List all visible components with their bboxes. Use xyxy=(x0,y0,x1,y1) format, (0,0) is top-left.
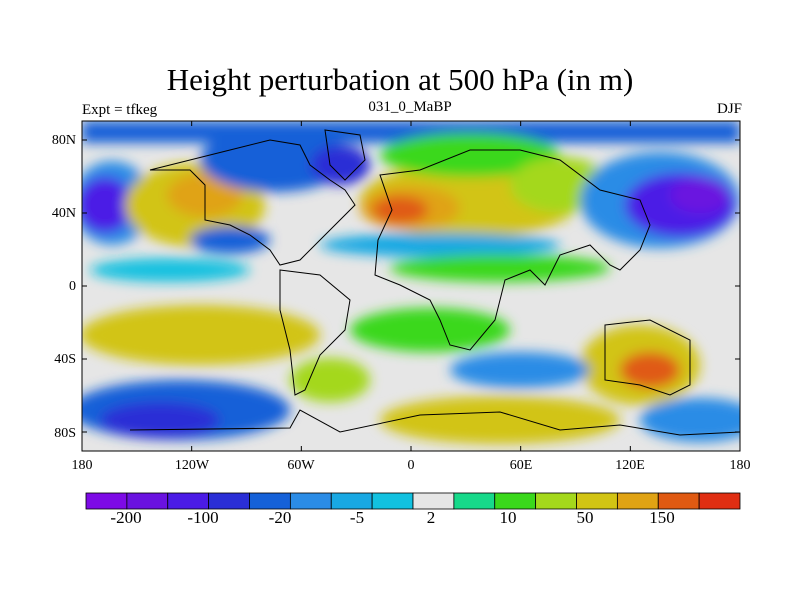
colorbar-label: 10 xyxy=(499,508,517,527)
colorbar-swatch xyxy=(535,492,577,510)
colorbar-swatch xyxy=(371,492,414,510)
colorbar-swatch xyxy=(85,492,128,510)
colorbar-label: -200 xyxy=(110,508,142,527)
colorbar-swatch xyxy=(126,492,169,510)
colorbar-swatch xyxy=(249,492,291,510)
colorbar-swatch xyxy=(453,492,496,510)
south-atlantic-positive xyxy=(350,308,510,352)
arctic-europe-positive xyxy=(380,133,560,177)
antarctic-positive xyxy=(380,396,620,444)
colorbar-swatch xyxy=(167,492,210,510)
colorbar-label: 150 xyxy=(649,508,675,527)
southern-pacific-trough-core xyxy=(100,402,220,438)
north-america-trough xyxy=(200,128,350,192)
w-pacific-trough-core xyxy=(82,177,133,233)
colorbar-label: -20 xyxy=(268,508,292,527)
x-tick-label: 120W xyxy=(174,458,210,473)
x-tick-label: 60E xyxy=(509,458,533,473)
x-tick-label: 180 xyxy=(729,458,751,473)
y-tick-label: 40S xyxy=(54,352,76,367)
colorbar-swatch xyxy=(494,492,537,510)
y-tick-label: 80S xyxy=(54,426,76,441)
contour-field xyxy=(82,121,740,451)
y-tick-label: 40N xyxy=(51,206,76,221)
greenland-coast xyxy=(324,129,366,181)
south-pacific-ridge xyxy=(82,305,320,365)
colorbar-swatch xyxy=(576,492,618,510)
y-tick-label: 0 xyxy=(69,279,76,294)
x-tick-label: 120E xyxy=(615,458,645,473)
colorbar-label: -5 xyxy=(349,508,365,527)
south-indian-ridge-core xyxy=(620,352,680,388)
colorbar-swatch xyxy=(698,492,741,510)
eurasia-africa-coast xyxy=(374,149,651,351)
subtropical-pacific-negative xyxy=(190,226,270,254)
e-pacific-trough-center xyxy=(670,177,730,213)
colorbar-swatch xyxy=(208,492,250,510)
north-america-coast xyxy=(149,139,356,266)
axis-ticks xyxy=(81,121,741,451)
australia-coast xyxy=(604,319,691,396)
map-title: Height perturbation at 500 hPa (in m) xyxy=(166,62,634,97)
colorbar-swatch xyxy=(657,492,700,510)
colorbar-swatch xyxy=(616,492,659,510)
antarctic-pacific-negative xyxy=(640,398,740,442)
colorbar-label: -100 xyxy=(187,508,219,527)
colorbar-label: 50 xyxy=(576,508,594,527)
subtropical-negative-band xyxy=(320,233,560,257)
tropical-positive-band xyxy=(390,254,610,282)
x-tick-label: 180 xyxy=(71,458,93,473)
colorbar-swatch xyxy=(412,492,455,510)
southern-indian-trough xyxy=(450,352,590,388)
experiment-label: Expt = tfkeg xyxy=(82,102,158,118)
x-tick-label: 0 xyxy=(407,458,415,473)
y-tick-label: 80N xyxy=(51,133,76,148)
tropical-pacific-weak-negative xyxy=(90,258,250,282)
north-america-trough-core xyxy=(310,145,370,185)
antarctica-coast xyxy=(129,409,740,436)
coastlines xyxy=(129,129,740,436)
experiment-period-label: 031_0_MaBP xyxy=(368,99,452,115)
colorbar xyxy=(85,492,741,510)
season-label: DJF xyxy=(716,101,742,117)
colorbar-swatch xyxy=(289,492,332,510)
south-atlantic-ridge xyxy=(290,358,370,402)
south-america-coast xyxy=(279,269,351,396)
mediterranean-ridge-core xyxy=(372,196,428,224)
colorbar-label: 2 xyxy=(426,508,436,527)
x-tick-label: 60W xyxy=(287,458,315,473)
colorbar-swatch xyxy=(330,492,373,510)
